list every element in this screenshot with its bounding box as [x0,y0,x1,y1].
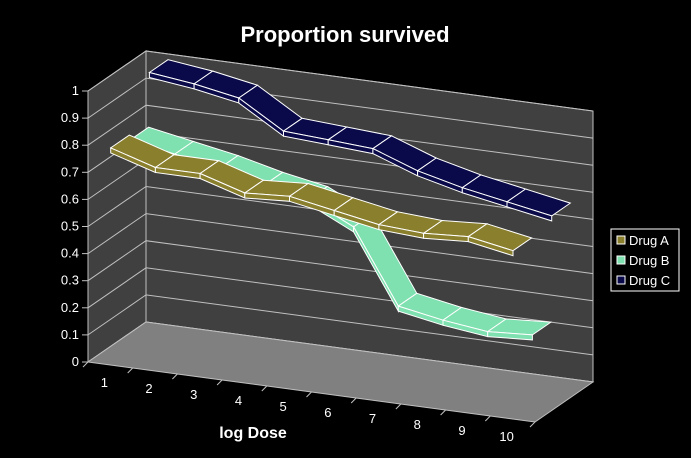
x-tick-label: 6 [324,405,331,420]
x-tick-label: 9 [458,423,465,438]
x-tick-label: 1 [101,375,108,390]
legend-swatch [616,255,626,265]
x-axis-label: log Dose [219,425,287,442]
y-tick-label: 0.7 [61,164,79,179]
floor-plane [86,321,595,423]
x-tick-mark [484,415,491,422]
chart-title: Proportion survived [240,22,449,47]
gridline [87,240,594,302]
y-axis-ticks: 0 0.1 0.2 0.3 0.4 0.5 0.6 0.7 0.8 0.9 1 [61,83,88,369]
x-axis-ticks: 1 2 3 4 5 6 7 8 9 10 [82,361,536,444]
x-tick-label: 10 [499,429,513,444]
gridline [87,104,594,166]
y-tick-label: 0.4 [61,246,79,261]
x-tick-mark [306,391,312,398]
x-tick-mark [216,379,223,386]
series-segment-face [467,235,514,257]
x-tick-mark [440,409,446,416]
legend-label: Drug B [629,253,669,268]
series-layer [109,59,572,341]
y-tick-label: 0.1 [61,327,79,342]
series-drug-c [148,59,572,222]
legend[interactable]: Drug A Drug B Drug C [610,228,680,292]
y-tick-label: 0.2 [61,300,79,315]
x-tick-mark [529,421,536,428]
x-tick-mark [261,385,268,392]
gridline [87,213,594,275]
x-tick-mark [395,403,402,410]
legend-label: Drug A [629,233,669,248]
gridline [87,294,594,356]
legend-swatch [616,275,626,285]
y-tick-label: 0.5 [61,219,79,234]
series-segment-face [487,331,533,341]
y-tick-label: 0.6 [61,191,79,206]
y-tick-label: 0.8 [61,137,79,152]
chart-floor [86,321,595,423]
x-tick-mark [127,367,134,374]
series-drug-a [109,134,533,257]
legend-swatch [616,235,626,245]
gridline [87,77,594,139]
x-tick-mark [350,397,357,404]
series-segment-face [506,201,553,222]
x-tick-label: 4 [235,393,242,408]
x-tick-label: 3 [190,387,197,402]
y-tick-label: 0 [72,354,79,369]
x-tick-label: 7 [369,411,376,426]
x-tick-label: 8 [414,417,421,432]
x-tick-mark [172,373,178,380]
x-tick-label: 2 [145,381,152,396]
x-tick-label: 5 [280,399,287,414]
legend-label: Drug C [629,273,670,288]
y-tick-label: 1 [72,83,79,98]
x-tick-mark [82,361,89,368]
gridline [87,50,594,112]
y-tick-label: 0.9 [61,110,79,125]
y-tick-label: 0.3 [61,273,79,288]
